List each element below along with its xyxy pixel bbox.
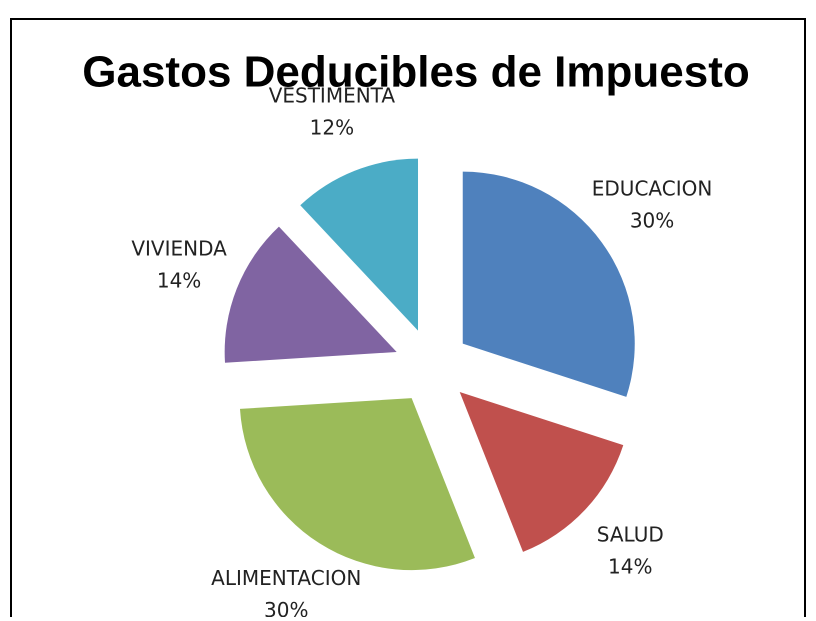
value-label: 14% — [157, 268, 201, 292]
pie-slice — [459, 392, 624, 552]
value-label: 30% — [264, 598, 308, 617]
pie-slice — [239, 398, 475, 571]
pie-slice — [224, 226, 397, 363]
chart-title: Gastos Deducibles de Impuesto — [82, 48, 750, 97]
category-label: EDUCACION — [592, 177, 713, 201]
category-label: VESTIMENTA — [269, 84, 396, 108]
value-label: 30% — [630, 209, 674, 233]
chart-frame — [10, 18, 806, 617]
value-label: 12% — [310, 116, 354, 140]
category-label: ALIMENTACION — [211, 566, 361, 590]
value-label: 14% — [608, 555, 652, 579]
category-label: VIVIENDA — [131, 236, 227, 260]
pie-slice — [462, 171, 635, 397]
category-label: SALUD — [597, 523, 664, 547]
pie-slice — [300, 158, 419, 331]
